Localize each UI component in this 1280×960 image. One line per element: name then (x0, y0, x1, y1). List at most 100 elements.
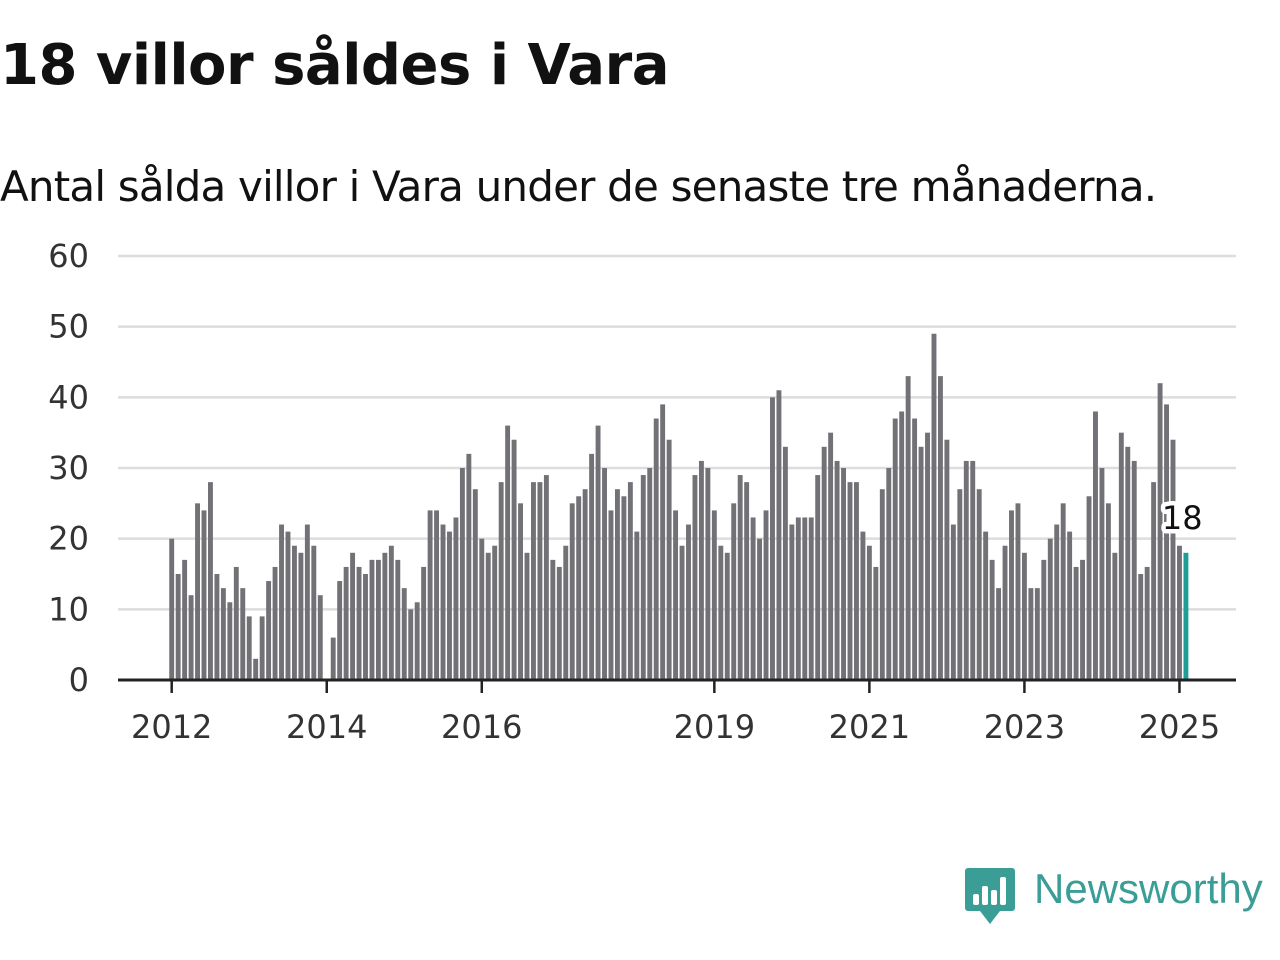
bar (1170, 439, 1176, 680)
bar (653, 418, 659, 680)
bar (240, 588, 246, 680)
bar (537, 482, 543, 680)
bar (763, 510, 769, 680)
bar (834, 460, 840, 680)
bar (1034, 588, 1040, 680)
bar (1144, 566, 1150, 680)
bar (724, 552, 730, 680)
bar (1060, 503, 1066, 680)
bar (382, 552, 388, 680)
bar (957, 489, 963, 680)
bar (311, 545, 317, 680)
bar (802, 517, 808, 680)
bar (918, 446, 924, 680)
bar (524, 552, 530, 680)
bar (498, 482, 504, 680)
bar (989, 559, 995, 680)
last-value-label: 18 (1162, 499, 1203, 537)
bar (317, 595, 323, 680)
bar (614, 489, 620, 680)
bar (1138, 574, 1144, 680)
x-tick-label: 2025 (1139, 708, 1220, 746)
bar (789, 524, 795, 680)
y-tick-label: 50 (48, 308, 89, 346)
bar (582, 489, 588, 680)
bar (1125, 446, 1131, 680)
y-tick-label: 40 (48, 378, 89, 416)
bar (782, 446, 788, 680)
bar (421, 566, 427, 680)
bar (686, 524, 691, 680)
bar (963, 460, 969, 680)
bar (563, 545, 569, 680)
bar (266, 581, 272, 680)
y-tick-label: 10 (48, 590, 89, 628)
bar (1002, 545, 1008, 680)
bar (214, 574, 220, 680)
y-tick-label: 20 (48, 520, 89, 558)
bar (770, 397, 775, 680)
bar (731, 503, 737, 680)
bar (711, 510, 717, 680)
bars (169, 333, 1189, 680)
bar (737, 475, 743, 680)
bar (1099, 468, 1105, 680)
bar (556, 566, 562, 680)
brand-logo: Newsworthy (964, 864, 1280, 928)
bar (253, 658, 259, 680)
bar (873, 566, 879, 680)
bar (866, 545, 872, 680)
bar (847, 482, 853, 680)
y-tick-label: 30 (48, 449, 89, 487)
bar (744, 482, 750, 680)
bar (608, 510, 614, 680)
bar (1151, 482, 1157, 680)
bar (408, 609, 414, 680)
bar (776, 390, 782, 680)
bar (634, 531, 640, 680)
bar (453, 517, 459, 680)
bar (854, 482, 859, 680)
bar (828, 432, 834, 680)
bar (304, 524, 310, 680)
bar (298, 552, 304, 680)
bar (983, 531, 989, 680)
bar (201, 510, 207, 680)
bar (627, 482, 633, 680)
bar (647, 468, 653, 680)
bar (401, 588, 407, 680)
bar (1047, 538, 1053, 680)
bar (233, 566, 239, 680)
bar (925, 432, 930, 680)
x-axis-labels: 2012 2014 2016 2019 2021 2023 2025 (131, 708, 1220, 746)
bar (291, 545, 297, 680)
bar (1080, 559, 1086, 680)
bar (220, 588, 226, 680)
bar (1073, 566, 1079, 680)
x-tick-label: 2021 (829, 708, 910, 746)
bar (679, 545, 685, 680)
bar (970, 460, 976, 680)
bar (259, 616, 265, 680)
bar (1009, 510, 1014, 680)
bar (550, 559, 556, 680)
bar (692, 475, 698, 680)
bar (1112, 552, 1118, 680)
bar (485, 552, 491, 680)
bar (886, 468, 892, 680)
bar (1157, 383, 1163, 680)
bar (589, 453, 595, 680)
bar (285, 531, 291, 680)
bar (666, 439, 672, 680)
bar (931, 333, 937, 680)
bar (640, 475, 646, 680)
bar (427, 510, 433, 680)
bar (518, 503, 523, 680)
bar (795, 517, 801, 680)
bar (1093, 411, 1098, 680)
bar (175, 574, 181, 680)
y-axis-labels: 0 10 20 30 40 50 60 (48, 237, 89, 699)
bar (414, 602, 420, 680)
bar (169, 538, 175, 680)
bar (1086, 496, 1092, 680)
